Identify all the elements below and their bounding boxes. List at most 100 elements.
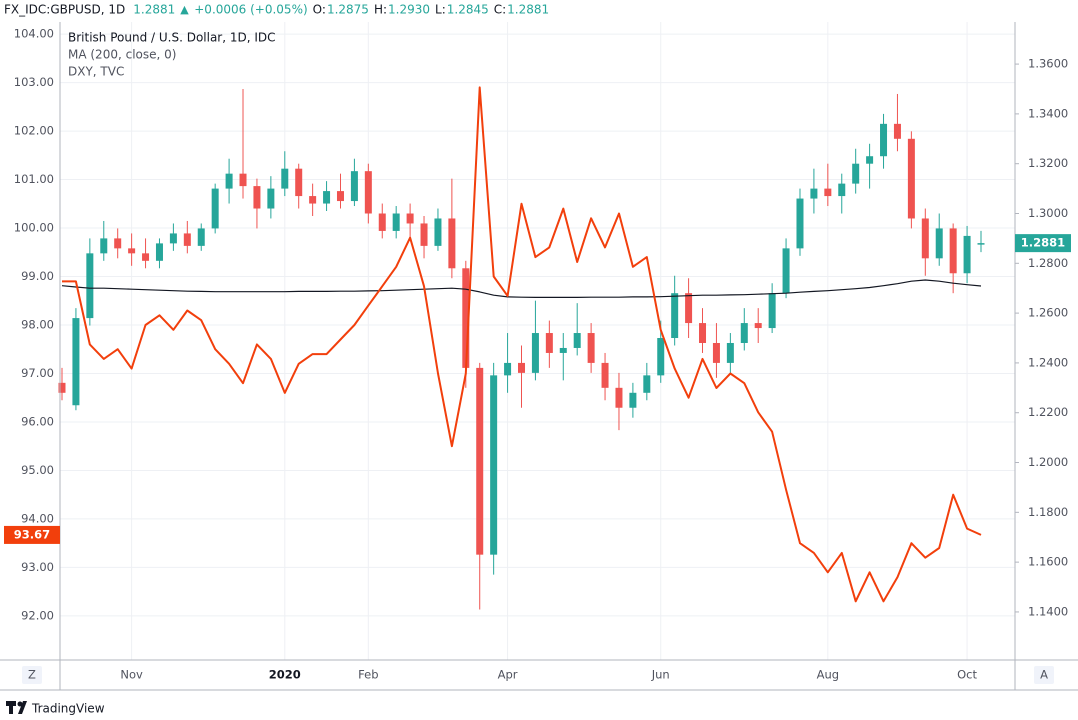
candle-body <box>86 253 94 319</box>
header-bar <box>0 0 1078 19</box>
candle-body <box>420 223 428 246</box>
candle-body <box>657 338 665 376</box>
y-tick-label: 99.00 <box>21 269 54 283</box>
logo-dot <box>17 701 23 707</box>
y2-tick-label: 1.3000 <box>1028 206 1068 220</box>
axes: 92.00 93.00 94.00 95.00 96.00 97.00 98.00 99.00… <box>4 27 1071 682</box>
candle-body <box>880 123 888 157</box>
candle-body <box>350 171 358 202</box>
a-button-label[interactable]: A <box>1040 668 1048 682</box>
candle-body <box>782 248 790 294</box>
y2-tick-label: 1.2800 <box>1028 256 1068 270</box>
y-tick-label: 93.00 <box>21 560 54 574</box>
legend-entry: MA (200, close, 0) <box>68 48 176 62</box>
candle-body <box>852 163 860 184</box>
candle-body <box>740 323 748 343</box>
x-tick-label: Feb <box>358 668 378 682</box>
candle-body <box>392 213 400 231</box>
candle-body <box>295 168 303 197</box>
candle-body <box>211 188 219 229</box>
y-tick-label: 100.00 <box>14 221 54 235</box>
header-change: +0.0006 (+0.05%) <box>194 3 307 17</box>
z-button[interactable] <box>22 666 42 684</box>
plot <box>58 86 985 610</box>
y2-tick-label: 1.1400 <box>1028 604 1068 618</box>
candle-body <box>810 188 818 199</box>
candle-body <box>476 367 484 555</box>
candle-body <box>114 238 122 249</box>
candle-body <box>726 342 734 363</box>
y-tick-label: 98.00 <box>21 318 54 332</box>
candle-body <box>504 362 512 376</box>
candle-body <box>935 228 943 259</box>
candle-body <box>267 188 275 209</box>
y-tick-label: 95.00 <box>21 463 54 477</box>
candle-body <box>629 392 637 408</box>
candle-body <box>907 138 915 219</box>
y2-tick-label: 1.3400 <box>1028 106 1068 120</box>
candle-body <box>963 235 971 274</box>
line-series <box>62 86 982 603</box>
candle-body <box>587 333 595 363</box>
candle-body <box>434 218 442 246</box>
candle-body <box>518 362 525 373</box>
candle-body <box>824 188 832 197</box>
candle-body <box>197 228 205 246</box>
candle-body <box>183 233 191 246</box>
brand: TradingView <box>31 702 105 716</box>
candle-body <box>559 347 567 353</box>
candle-body <box>336 191 344 202</box>
logo-slash <box>18 701 27 714</box>
y2-tick-label: 1.2400 <box>1028 355 1068 369</box>
y-tick-label: 104.00 <box>14 27 54 41</box>
y2-tick-label: 1.3600 <box>1028 57 1068 71</box>
logo-stem <box>9 706 13 714</box>
candle-body <box>323 191 331 204</box>
candle-body <box>155 243 163 261</box>
price-badge <box>1015 234 1071 253</box>
price-badge <box>4 525 60 544</box>
logo-bar <box>6 701 16 706</box>
x-tick-label: Nov <box>120 668 143 682</box>
candle-body <box>977 243 985 245</box>
candle-body <box>448 218 456 269</box>
y-tick-label: 103.00 <box>14 75 54 89</box>
candle-body <box>142 253 150 261</box>
candle-body <box>754 323 762 329</box>
ohlc-key: O: <box>313 3 326 17</box>
x-tick-label: Apr <box>498 668 518 682</box>
candle-body <box>685 293 693 324</box>
candle-body <box>866 156 874 164</box>
candle-body <box>281 168 289 189</box>
y2-tick-label: 1.2200 <box>1028 405 1068 419</box>
candle-body <box>225 173 233 189</box>
y2-tick-label: 1.2600 <box>1028 306 1068 320</box>
candle-body <box>643 375 651 393</box>
candle-body <box>838 183 846 197</box>
candle-body <box>796 198 804 249</box>
y-tick-label: 102.00 <box>14 124 54 138</box>
price-badge-label: 1.2881 <box>1021 236 1065 250</box>
ohlc-key: C: <box>494 3 506 17</box>
legend: British Pound / U.S. Dollar, 1D, IDC MA (… <box>68 31 276 79</box>
legend-entry: DXY, TVC <box>68 65 124 79</box>
ohlc-value: 1.2930 <box>388 3 430 17</box>
a-button[interactable] <box>1034 666 1054 684</box>
candle-body <box>239 173 247 187</box>
ohlc-key: L: <box>435 3 446 17</box>
z-button-label[interactable]: Z <box>28 668 36 682</box>
brand-logo <box>6 701 27 714</box>
candle-body <box>921 218 929 259</box>
ohlc-value: 1.2845 <box>447 3 489 17</box>
price-badge-label: 93.67 <box>14 527 50 541</box>
y2-tick-label: 1.1800 <box>1028 505 1068 519</box>
candle-body <box>545 333 553 353</box>
legend-entry: British Pound / U.S. Dollar, 1D, IDC <box>68 31 276 45</box>
candle-body <box>462 268 470 368</box>
candle-body <box>531 333 539 373</box>
candle-body <box>128 248 136 254</box>
candle-body <box>768 293 776 329</box>
candle-body <box>712 342 720 363</box>
